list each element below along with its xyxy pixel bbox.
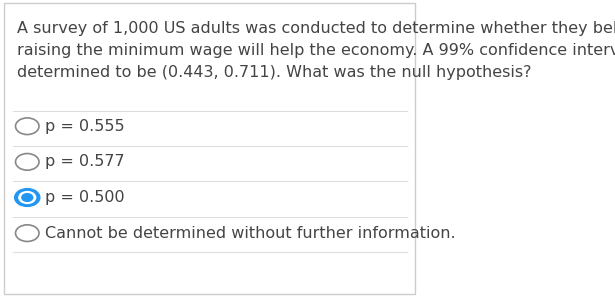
Text: p = 0.555: p = 0.555: [46, 119, 125, 134]
Circle shape: [15, 189, 40, 206]
Text: A survey of 1,000 US adults was conducted to determine whether they believe
rais: A survey of 1,000 US adults was conducte…: [17, 21, 615, 80]
Text: p = 0.577: p = 0.577: [46, 154, 125, 169]
Text: Cannot be determined without further information.: Cannot be determined without further inf…: [46, 226, 456, 241]
Circle shape: [22, 194, 33, 201]
Circle shape: [19, 192, 36, 203]
Text: p = 0.500: p = 0.500: [46, 190, 125, 205]
FancyBboxPatch shape: [4, 3, 415, 294]
